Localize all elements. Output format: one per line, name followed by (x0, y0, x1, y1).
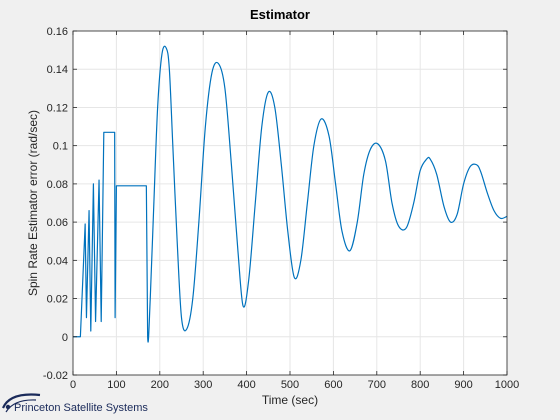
series-line-0 (73, 45, 508, 343)
y-tick-label: 0.08 (47, 179, 68, 191)
x-tick-label: 900 (454, 379, 472, 391)
y-tick-label: -0.02 (43, 370, 68, 382)
y-tick-label: 0.02 (47, 294, 68, 306)
ticks (72, 30, 508, 376)
y-tick-label: 0 (62, 332, 68, 344)
x-axis-label: Time (sec) (262, 393, 318, 407)
tick-labels: 0 100 200 300 400 500 600 700 800 900 1000-0.0200.… (43, 26, 519, 391)
x-tick-label: 100 (107, 379, 125, 391)
y-tick-label: 0.04 (47, 255, 68, 267)
satellite-orbit-icon (1, 393, 41, 413)
y-tick-label: 0.16 (47, 26, 68, 38)
x-tick-label: 1000 (495, 379, 519, 391)
y-tick-label: 0.06 (47, 217, 68, 229)
x-tick-label: 200 (151, 379, 169, 391)
y-tick-label: 0.12 (47, 102, 68, 114)
x-tick-label: 700 (368, 379, 386, 391)
y-tick-label: 0.14 (47, 64, 68, 76)
y-tick-label: 0.1 (53, 141, 68, 153)
x-tick-label: 300 (194, 379, 212, 391)
x-tick-label: 0 (70, 379, 76, 391)
logo-text: Princeton Satellite Systems (14, 402, 148, 414)
series-layer (73, 45, 508, 343)
x-tick-label: 800 (411, 379, 429, 391)
y-axis-label: Spin Rate Estimator error (rad/sec) (26, 110, 40, 296)
chart-title: Estimator (250, 7, 310, 22)
x-tick-label: 600 (324, 379, 342, 391)
x-tick-label: 400 (237, 379, 255, 391)
logo: Princeton Satellite Systems (1, 393, 148, 414)
x-tick-label: 500 (281, 379, 299, 391)
